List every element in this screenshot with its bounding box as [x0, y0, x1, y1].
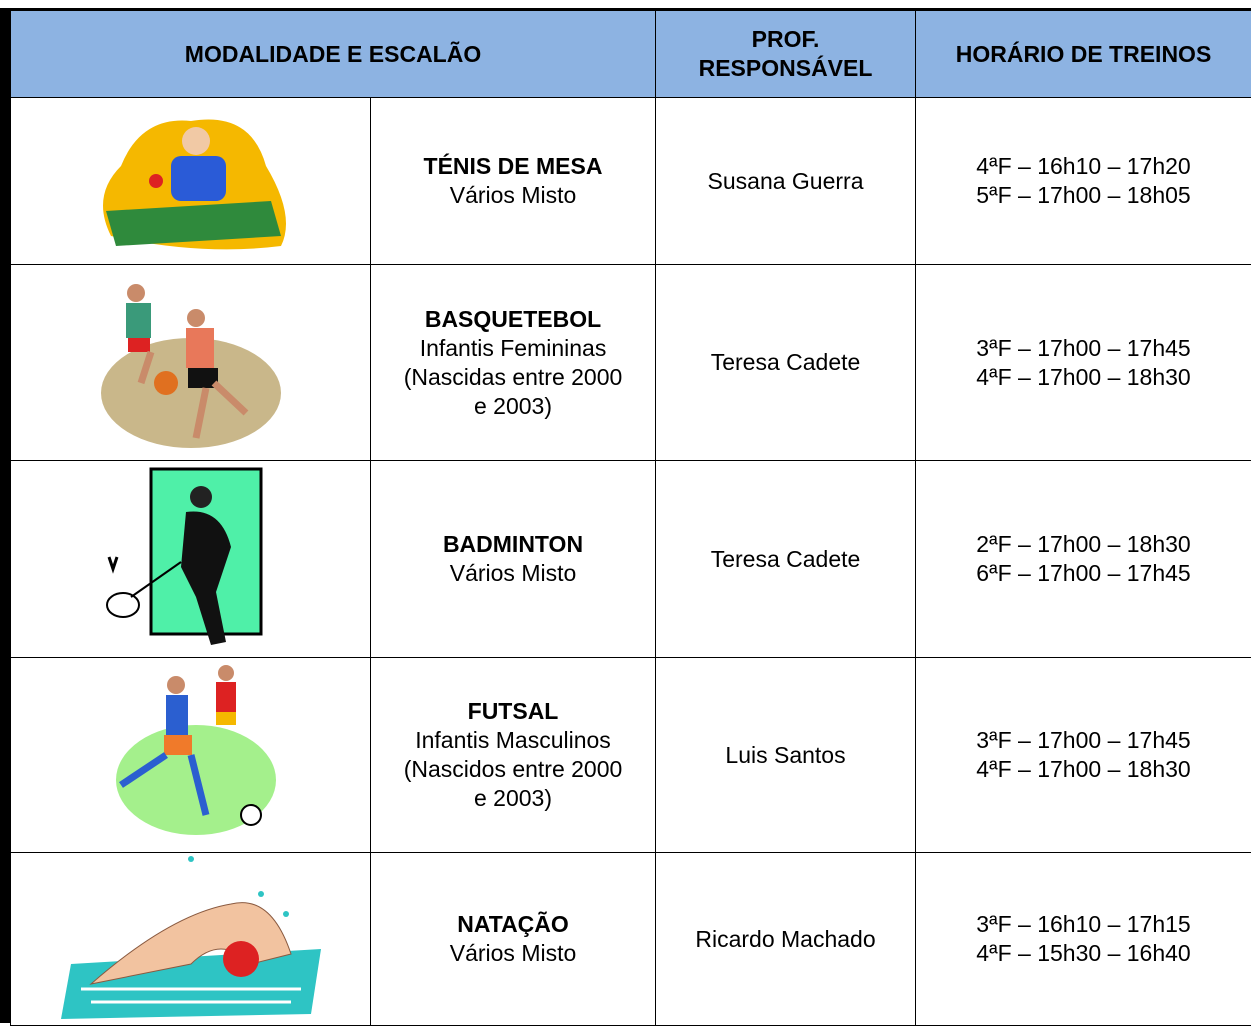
sport-name: TÉNIS DE MESA: [424, 153, 603, 179]
sport-illustration: [106, 665, 276, 845]
header-cell: PROF.RESPONSÁVEL: [656, 10, 916, 98]
illustration-cell: [11, 658, 371, 853]
schedule-line: 2ªF – 17h00 – 18h30: [920, 530, 1247, 559]
illustration-cell: [11, 853, 371, 1026]
schedule-line: 4ªF – 17h00 – 18h30: [920, 755, 1247, 784]
illustration-cell: [11, 265, 371, 461]
sport-name: NATAÇÃO: [457, 911, 569, 937]
header-cell: HORÁRIO DE TREINOS: [916, 10, 1251, 98]
sport-illustration: [81, 106, 301, 256]
header-cell: MODALIDADE E ESCALÃO: [11, 10, 656, 98]
schedule-line: 4ªF – 17h00 – 18h30: [920, 363, 1247, 392]
prof-cell: Susana Guerra: [656, 98, 916, 265]
header-line: PROF.: [660, 25, 911, 54]
left-border: [0, 8, 10, 1023]
sport-line: TÉNIS DE MESA: [375, 152, 651, 181]
schedule-line: 4ªF – 15h30 – 16h40: [920, 939, 1247, 968]
escalao-line: e 2003): [375, 784, 651, 813]
sport-line: BASQUETEBOL: [375, 305, 651, 334]
sport-illustration: [51, 854, 331, 1024]
escalao-line: (Nascidos entre 2000: [375, 755, 651, 784]
escalao-line: e 2003): [375, 392, 651, 421]
prof-cell: Luis Santos: [656, 658, 916, 853]
sport-line: FUTSAL: [375, 697, 651, 726]
prof-cell: Ricardo Machado: [656, 853, 916, 1026]
escalao-line: Infantis Masculinos: [375, 726, 651, 755]
schedule-line: 4ªF – 16h10 – 17h20: [920, 152, 1247, 181]
header-row: MODALIDADE E ESCALÃO PROF.RESPONSÁVEL HO…: [11, 10, 1251, 98]
sport-line: BADMINTON: [375, 530, 651, 559]
sport-name: BADMINTON: [443, 531, 583, 557]
schedule-table: MODALIDADE E ESCALÃO PROF.RESPONSÁVEL HO…: [10, 8, 1251, 1026]
prof-cell: Teresa Cadete: [656, 265, 916, 461]
sport-illustration: [96, 273, 286, 453]
escalao-line: Vários Misto: [375, 181, 651, 210]
schedule-line: 3ªF – 17h00 – 17h45: [920, 334, 1247, 363]
sport-line: NATAÇÃO: [375, 910, 651, 939]
schedule-line: 6ªF – 17h00 – 17h45: [920, 559, 1247, 588]
prof-cell: Teresa Cadete: [656, 461, 916, 658]
schedule-line: 3ªF – 17h00 – 17h45: [920, 726, 1247, 755]
escalao-line: Infantis Femininas: [375, 334, 651, 363]
header-line: RESPONSÁVEL: [660, 54, 911, 83]
illustration-cell: [11, 98, 371, 265]
sport-illustration: [101, 467, 281, 652]
schedule-line: 3ªF – 16h10 – 17h15: [920, 910, 1247, 939]
escalao-line: (Nascidas entre 2000: [375, 363, 651, 392]
escalao-line: Vários Misto: [375, 939, 651, 968]
schedule-line: 5ªF – 17h00 – 18h05: [920, 181, 1247, 210]
sport-name: FUTSAL: [468, 698, 559, 724]
escalao-line: Vários Misto: [375, 559, 651, 588]
sport-name: BASQUETEBOL: [425, 306, 601, 332]
illustration-cell: [11, 461, 371, 658]
